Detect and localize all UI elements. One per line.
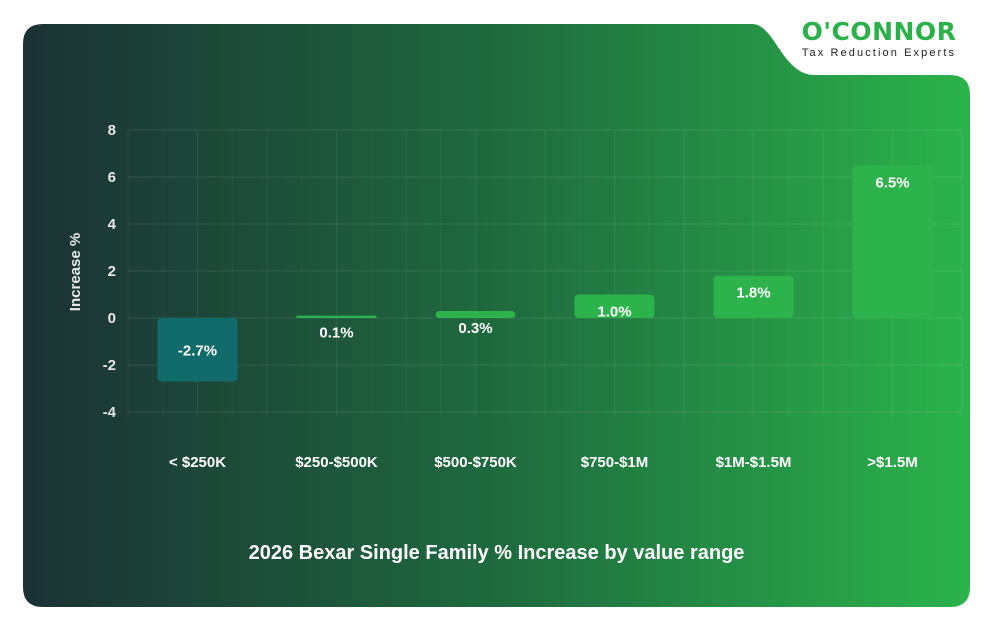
x-tick-label: $250-$500K [295, 454, 378, 471]
bar [852, 165, 933, 318]
chart-title: 2026 Bexar Single Family % Increase by v… [248, 542, 745, 564]
data-label: -2.7% [178, 343, 217, 360]
data-label: 1.0% [597, 304, 631, 321]
bar [574, 294, 655, 318]
y-tick-label: 0 [108, 310, 116, 327]
data-label: 0.3% [458, 320, 492, 337]
y-tick-label: 6 [108, 169, 116, 186]
x-tick-label: < $250K [169, 454, 226, 471]
data-label: 6.5% [875, 174, 909, 191]
y-tick-label: 4 [108, 216, 117, 233]
bar [157, 318, 238, 382]
bar [296, 315, 377, 318]
y-tick-label: 8 [108, 122, 116, 139]
bar [713, 275, 794, 318]
y-tick-label: 2 [108, 263, 116, 280]
bar [435, 310, 516, 318]
x-tick-label: >$1.5M [867, 454, 917, 471]
x-tick-label: $500-$750K [434, 454, 517, 471]
bars [157, 165, 933, 382]
y-tick-label: -2 [103, 357, 116, 374]
grid [127, 129, 963, 417]
x-tick-label: $1M-$1.5M [716, 454, 792, 471]
x-tick-label: $750-$1M [581, 454, 649, 471]
labels: 8 6 4 2 0 -2 -4 Increase % -2.7% < $250K 0.1% $250-… [67, 122, 918, 471]
logo-tagline: Tax Reduction Experts [801, 47, 957, 59]
y-axis-label: Increase % [67, 233, 84, 311]
data-label: 1.8% [736, 285, 770, 302]
data-label: 0.1% [319, 325, 353, 342]
logo-name: O'CONNOR [801, 17, 957, 46]
y-tick-label: -4 [103, 404, 117, 421]
oconnor-logo: O'CONNOR Tax Reduction Experts [786, 18, 972, 60]
